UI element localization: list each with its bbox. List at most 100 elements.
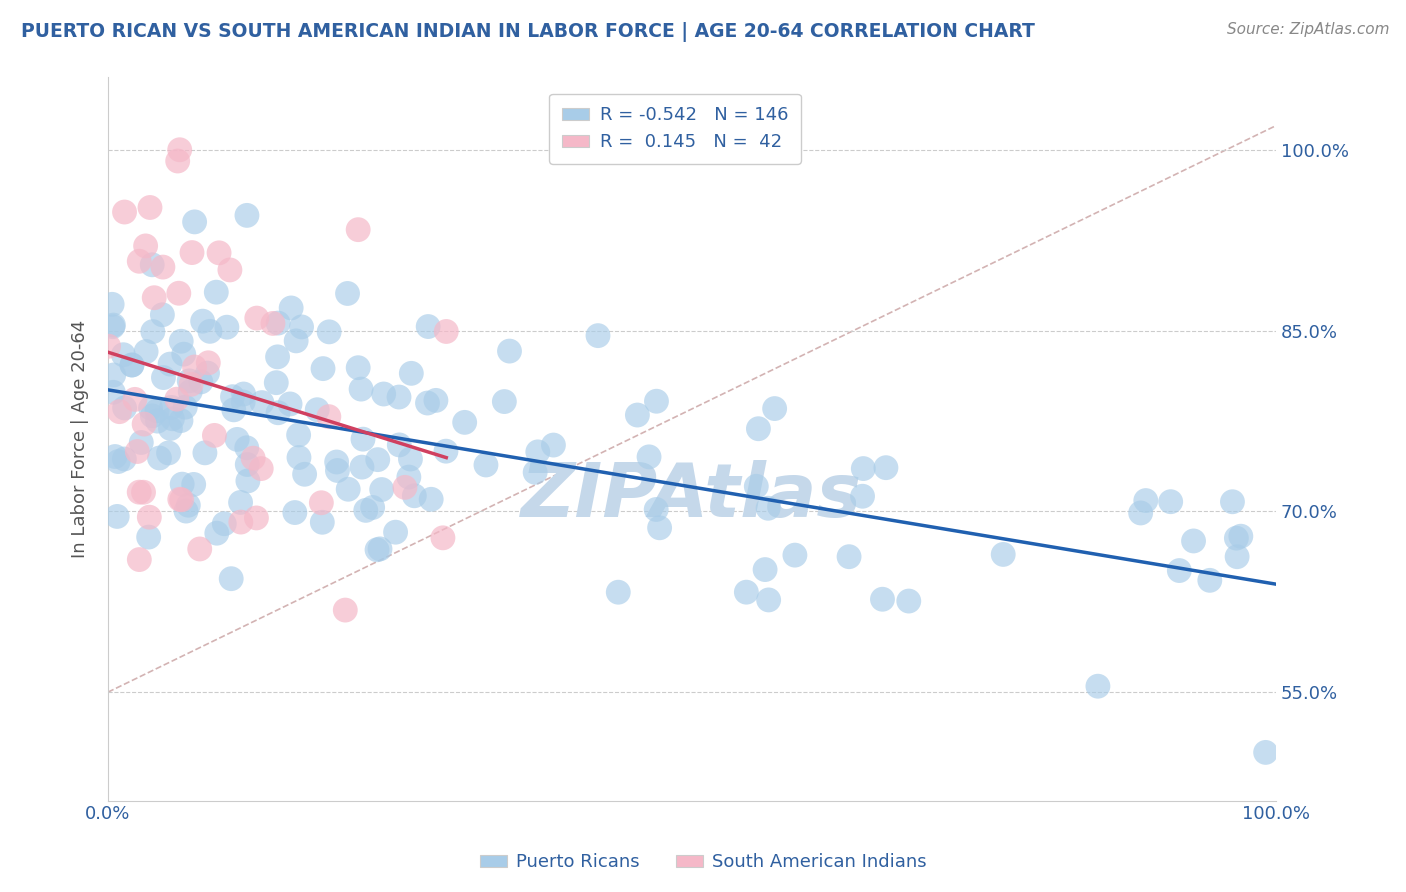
Point <box>872 592 894 607</box>
Point <box>179 384 201 399</box>
Point <box>311 496 333 510</box>
Point <box>875 460 897 475</box>
Point <box>128 552 150 566</box>
Point <box>318 409 340 424</box>
Point <box>367 452 389 467</box>
Point <box>336 286 359 301</box>
Point <box>1182 533 1205 548</box>
Point <box>311 515 333 529</box>
Point <box>1198 574 1220 588</box>
Point <box>434 325 457 339</box>
Point <box>284 506 307 520</box>
Point <box>170 334 193 349</box>
Point <box>191 314 214 328</box>
Point <box>229 495 252 509</box>
Point <box>993 548 1015 562</box>
Point <box>183 215 205 229</box>
Point <box>350 460 373 475</box>
Point <box>107 454 129 468</box>
Point <box>173 347 195 361</box>
Point <box>129 435 152 450</box>
Point <box>1135 493 1157 508</box>
Point <box>142 325 165 339</box>
Point <box>181 245 204 260</box>
Point <box>638 450 661 464</box>
Point <box>626 408 648 422</box>
Point <box>128 254 150 268</box>
Point <box>262 317 284 331</box>
Point <box>179 374 201 388</box>
Point <box>232 387 254 401</box>
Point <box>174 400 197 414</box>
Point <box>312 361 335 376</box>
Point <box>366 542 388 557</box>
Point <box>188 541 211 556</box>
Point <box>226 433 249 447</box>
Point <box>103 385 125 400</box>
Point <box>162 411 184 425</box>
Point <box>250 461 273 475</box>
Point <box>783 548 806 562</box>
Point <box>352 432 374 446</box>
Point <box>326 463 349 477</box>
Point <box>197 366 219 380</box>
Point <box>280 301 302 315</box>
Point <box>318 325 340 339</box>
Point <box>194 446 217 460</box>
Point <box>404 489 426 503</box>
Point <box>267 406 290 420</box>
Point <box>157 446 180 460</box>
Point <box>1226 549 1249 564</box>
Point <box>245 511 267 525</box>
Point <box>388 438 411 452</box>
Point <box>1129 506 1152 520</box>
Point <box>236 441 259 455</box>
Point <box>401 367 423 381</box>
Point <box>373 387 395 401</box>
Point <box>101 297 124 311</box>
Point <box>648 521 671 535</box>
Point <box>527 445 550 459</box>
Point <box>250 395 273 409</box>
Point <box>229 515 252 529</box>
Point <box>108 404 131 418</box>
Point <box>361 500 384 515</box>
Point <box>425 393 447 408</box>
Point <box>204 428 226 442</box>
Text: Source: ZipAtlas.com: Source: ZipAtlas.com <box>1226 22 1389 37</box>
Point <box>288 450 311 465</box>
Point <box>159 357 181 371</box>
Point <box>763 401 786 416</box>
Point <box>101 319 124 334</box>
Point <box>266 376 288 390</box>
Point <box>143 291 166 305</box>
Point <box>394 480 416 494</box>
Point <box>416 396 439 410</box>
Point <box>121 358 143 372</box>
Point <box>190 375 212 389</box>
Point <box>114 401 136 415</box>
Point <box>434 444 457 458</box>
Point <box>1160 494 1182 508</box>
Point <box>1168 564 1191 578</box>
Point <box>453 416 475 430</box>
Point <box>370 483 392 497</box>
Point <box>174 504 197 518</box>
Point <box>167 286 190 301</box>
Point <box>494 394 516 409</box>
Point <box>420 492 443 507</box>
Point <box>1087 679 1109 693</box>
Point <box>152 260 174 274</box>
Point <box>1230 529 1253 543</box>
Point <box>141 258 163 272</box>
Point <box>475 458 498 472</box>
Point <box>104 450 127 464</box>
Point <box>290 319 312 334</box>
Point <box>232 395 254 409</box>
Point <box>758 593 780 607</box>
Point <box>754 563 776 577</box>
Point <box>586 328 609 343</box>
Point <box>756 501 779 516</box>
Point <box>388 390 411 404</box>
Point <box>124 392 146 407</box>
